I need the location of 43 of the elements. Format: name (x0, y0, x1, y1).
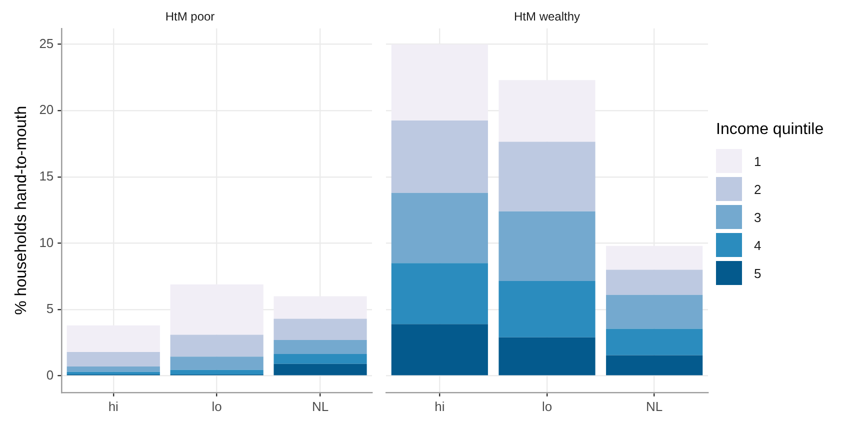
bar (391, 120, 488, 193)
bar (66, 352, 160, 367)
x-tick-label: NL (312, 398, 329, 414)
chart-title: HtM poor (165, 10, 215, 24)
x-tick-label: lo (212, 398, 222, 414)
bar (606, 355, 703, 376)
bar (606, 328, 703, 356)
y-tick-label: 0 (46, 367, 54, 382)
bar (498, 211, 596, 282)
bar (274, 340, 367, 354)
bar (170, 370, 264, 374)
bar (391, 324, 488, 376)
legend-label: 2 (754, 182, 762, 196)
x-tick-label: NL (646, 398, 663, 414)
bar (498, 142, 596, 212)
x-tick-label: hi (434, 398, 445, 414)
bar (170, 334, 264, 357)
x-tick-label: lo (542, 398, 552, 414)
legend-title: Income quintile (716, 121, 825, 139)
bar (606, 270, 703, 295)
legend-label: 4 (754, 238, 762, 252)
bar (391, 263, 488, 324)
legend-label: 5 (754, 266, 762, 280)
bar (274, 364, 367, 376)
legend-label: 1 (754, 154, 762, 168)
bar (391, 192, 488, 264)
y-tick-label: 10 (39, 234, 54, 250)
legend-label: 3 (754, 210, 762, 224)
y-tick-label: 5 (46, 301, 54, 316)
y-tick-label: 15 (39, 168, 54, 184)
y-tick-label: 25 (39, 36, 54, 51)
bar (66, 366, 160, 372)
bar (498, 281, 596, 338)
y-axis-title: % households hand-to-mouth (13, 106, 30, 315)
bar (274, 318, 367, 340)
bar (66, 372, 160, 374)
bar (606, 294, 703, 329)
chart-title: HtM wealthy (514, 10, 580, 24)
y-tick-label: 20 (39, 102, 54, 118)
bar (274, 354, 367, 364)
x-tick-label: hi (108, 398, 119, 414)
bar (170, 356, 264, 370)
bar (498, 337, 596, 376)
